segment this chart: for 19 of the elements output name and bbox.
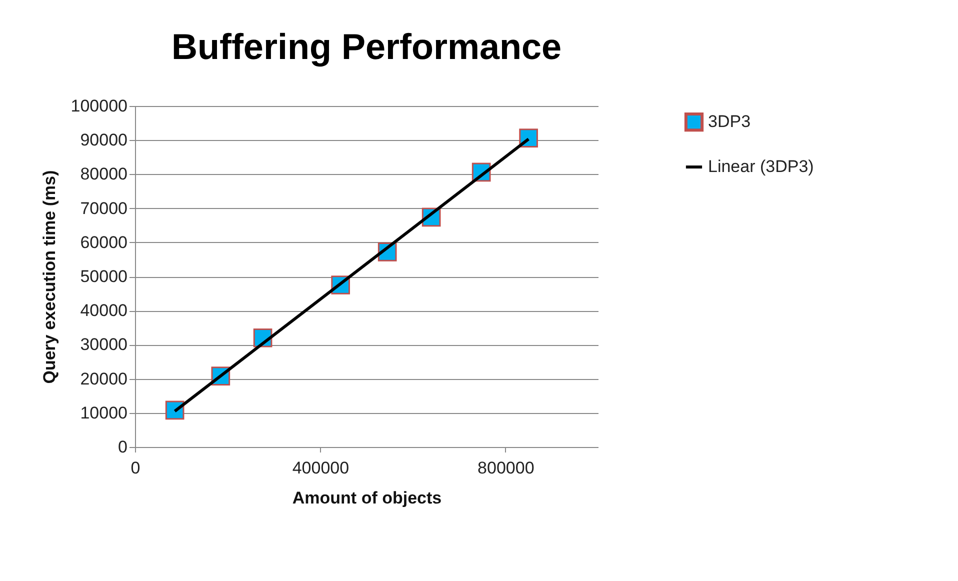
y-tick-label: 80000 <box>80 164 128 184</box>
x-tick-label: 800000 <box>478 458 534 478</box>
y-tick-label: 0 <box>118 438 128 456</box>
y-tick-label: 90000 <box>80 130 128 150</box>
y-tick-label: 50000 <box>80 267 128 286</box>
x-tick-label: 0 <box>130 458 140 478</box>
y-axis-title: Query execution time (ms) <box>40 170 59 384</box>
y-tick-label: 100000 <box>70 96 128 116</box>
chart-title: Buffering Performance <box>171 26 562 67</box>
y-tick-label: 70000 <box>80 198 128 218</box>
y-tick-label: 10000 <box>80 403 128 422</box>
x-tick-label: 400000 <box>292 458 350 478</box>
y-tick-label: 30000 <box>80 335 128 354</box>
x-axis-title: Amount of objects <box>292 488 442 508</box>
y-tick-label: 20000 <box>80 369 128 388</box>
legend-label: Linear (3DP3) <box>708 157 814 176</box>
y-tick-label: 40000 <box>80 301 128 320</box>
legend-label: 3DP3 <box>708 112 751 131</box>
y-tick-label: 60000 <box>80 232 128 252</box>
